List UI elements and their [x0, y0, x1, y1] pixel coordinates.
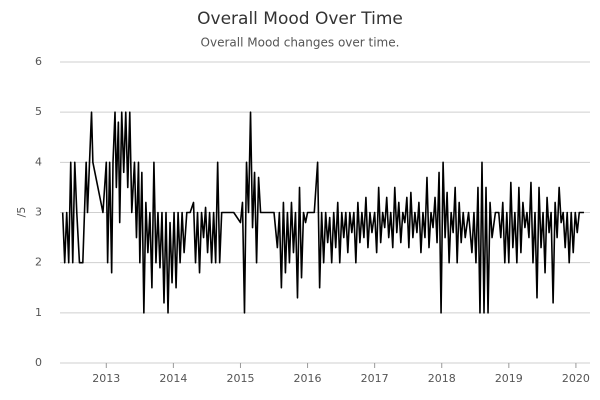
- chart-subtitle: Overall Mood changes over time.: [201, 36, 400, 50]
- x-tick-label: 2015: [226, 372, 254, 385]
- line: [61, 111, 584, 314]
- y-axis-label: /5: [15, 207, 28, 218]
- y-tick-label: 5: [35, 105, 42, 118]
- x-tick-label: 2019: [495, 372, 523, 385]
- y-tick-label: 6: [35, 55, 42, 68]
- y-tick-label: 2: [35, 256, 42, 269]
- x-tick-label: 2020: [562, 372, 590, 385]
- x-tick-label: 2017: [361, 372, 389, 385]
- y-tick-label: 4: [35, 155, 42, 168]
- chart-title: Overall Mood Over Time: [197, 9, 403, 29]
- y-tick-label: 3: [35, 206, 42, 219]
- y-tick-label: 0: [35, 356, 42, 369]
- x-tick-label: 2016: [294, 372, 322, 385]
- x-tick-label: 2013: [92, 372, 120, 385]
- x-tick-label: 2014: [159, 372, 187, 385]
- x-tick-label: 2018: [428, 372, 456, 385]
- y-tick-label: 1: [35, 306, 42, 319]
